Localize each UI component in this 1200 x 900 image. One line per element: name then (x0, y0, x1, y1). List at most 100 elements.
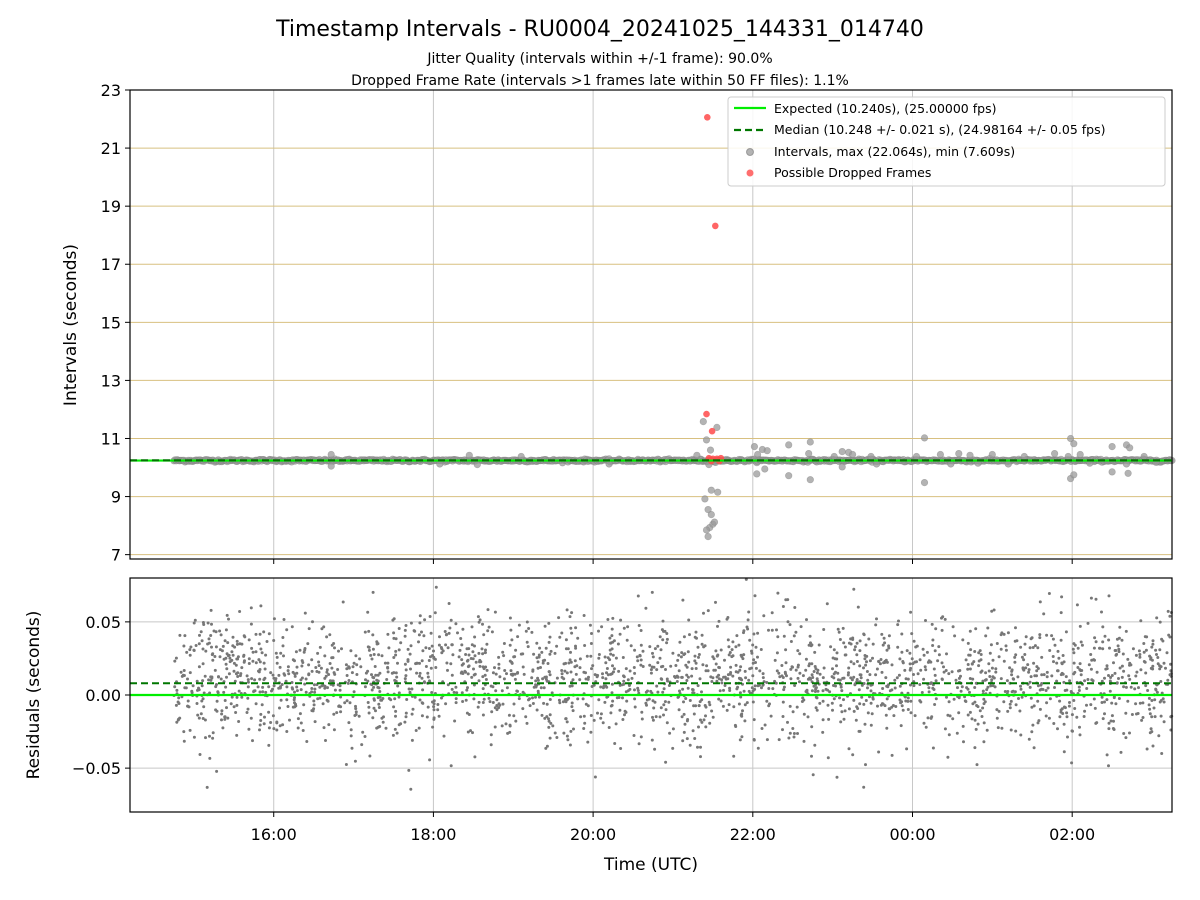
residual-point (394, 653, 398, 657)
residual-point (633, 648, 637, 652)
residual-point (544, 677, 548, 681)
residual-point (466, 730, 470, 734)
residual-point (481, 701, 485, 704)
residual-point (800, 700, 804, 703)
residual-point (843, 645, 847, 649)
residual-point (610, 703, 614, 707)
residual-point (814, 706, 818, 710)
residual-point (488, 700, 492, 704)
residual-point (259, 712, 263, 716)
residual-point (439, 646, 443, 649)
residual-point (1150, 730, 1154, 734)
residual-point (293, 690, 296, 694)
residual-point (1079, 640, 1083, 644)
residual-point (1107, 638, 1111, 642)
residual-point (960, 685, 964, 689)
residual-point (286, 705, 290, 708)
residual-point (700, 642, 704, 646)
residual-point (459, 637, 463, 640)
residual-point (853, 645, 857, 649)
residual-point (654, 715, 658, 719)
residual-point (1093, 636, 1097, 640)
residual-point (1151, 744, 1155, 748)
residual-point (671, 651, 675, 655)
residual-point (821, 718, 825, 722)
residual-point (503, 669, 507, 672)
residual-point (1166, 609, 1170, 613)
residual-point (547, 670, 551, 674)
residual-point (1064, 630, 1068, 634)
residual-point (897, 619, 900, 623)
residual-point (546, 662, 550, 665)
residual-point (570, 705, 574, 709)
residual-point (483, 673, 487, 677)
residual-point (992, 608, 996, 612)
residual-point (966, 667, 970, 671)
residual-point (363, 630, 367, 634)
interval-outlier-point (936, 450, 945, 459)
residual-point (821, 699, 825, 703)
residual-point (1144, 684, 1148, 688)
residual-point (639, 629, 643, 632)
residual-point (1112, 661, 1115, 665)
residual-point (1168, 614, 1172, 618)
residual-point (1044, 689, 1048, 692)
residual-point (946, 713, 950, 717)
residual-point (238, 610, 242, 613)
residual-point (553, 731, 557, 735)
residual-point (366, 701, 370, 704)
residual-point (353, 714, 357, 717)
residual-point (984, 678, 988, 682)
residual-point (822, 628, 826, 631)
dropped-frame-point (708, 427, 716, 435)
residual-point (662, 687, 666, 691)
residual-point (623, 713, 626, 717)
residual-point (603, 700, 607, 704)
residual-point (1148, 712, 1152, 716)
residual-point (651, 718, 655, 722)
residual-point (1056, 649, 1060, 653)
residual-point (986, 685, 990, 689)
residual-point (219, 633, 223, 637)
residual-point (574, 672, 578, 676)
residual-point (1149, 666, 1153, 670)
residual-point (839, 720, 843, 724)
residual-point (810, 643, 814, 647)
residual-point (609, 652, 613, 656)
residual-point (495, 698, 499, 702)
residual-point (905, 649, 909, 653)
residual-point (731, 640, 735, 644)
residual-point (723, 684, 727, 687)
residual-point (1058, 699, 1062, 703)
residual-point (865, 670, 869, 673)
residual-point (453, 719, 457, 723)
residual-point (541, 661, 545, 665)
residual-point (663, 700, 667, 704)
residual-point (610, 647, 614, 651)
residual-point (937, 653, 941, 657)
residual-point (578, 657, 582, 661)
residual-point (704, 714, 707, 718)
residual-point (1129, 685, 1133, 689)
residual-point (781, 676, 785, 679)
residual-point (477, 679, 481, 683)
residual-point (1117, 697, 1121, 700)
residual-point (700, 690, 703, 694)
residual-point (597, 698, 601, 702)
residual-point (392, 631, 396, 635)
residual-point (1028, 646, 1032, 650)
residual-point (791, 665, 794, 669)
residual-point (565, 720, 569, 724)
residual-point (444, 643, 448, 647)
residual-point (973, 686, 977, 689)
residual-point (1062, 660, 1066, 664)
residual-point (471, 731, 474, 735)
residual-point (201, 662, 205, 666)
residual-point (769, 714, 773, 718)
residual-point (762, 614, 766, 618)
interval-outlier-point (1124, 469, 1132, 477)
residual-point (1142, 650, 1146, 654)
residual-point (440, 651, 444, 655)
residual-point (1062, 705, 1066, 709)
residual-point (677, 708, 681, 712)
